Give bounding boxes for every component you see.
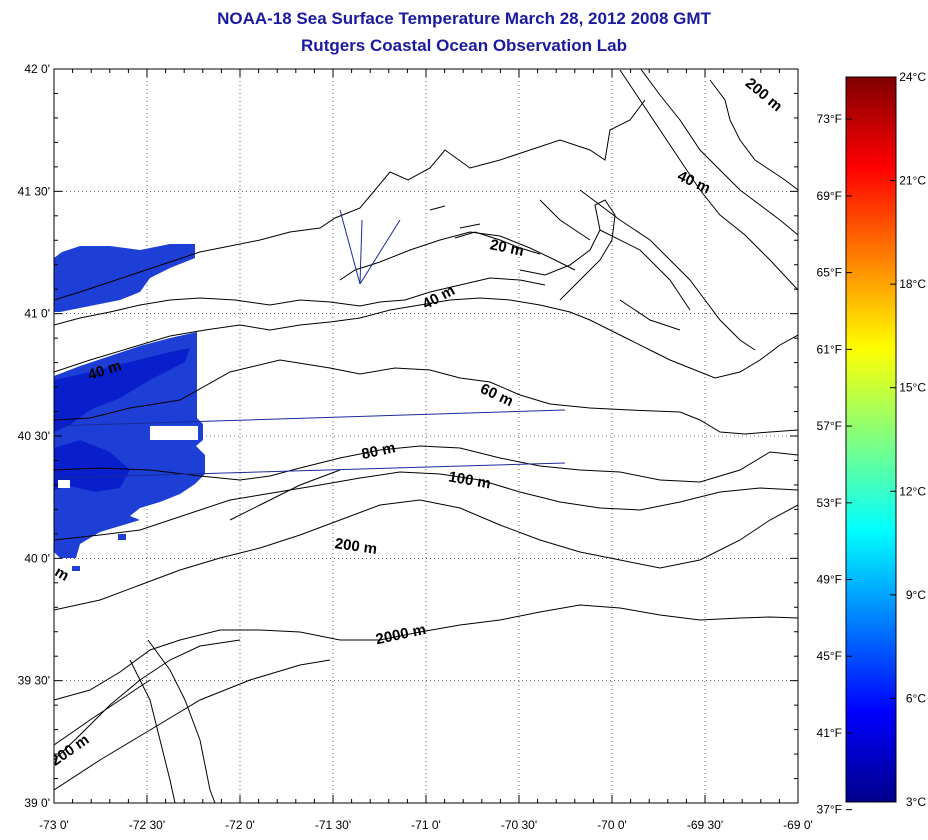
lat-tick-label: 41 30': [18, 184, 50, 198]
lon-tick-label: -71 0': [411, 818, 441, 832]
lon-tick-label: -72 30': [129, 818, 165, 832]
colorbar-label-fahrenheit: 69°F: [817, 189, 842, 203]
track-line-3: [339, 209, 361, 285]
isobath-label: 200 m: [742, 75, 786, 115]
lon-tick-label: -72 0': [225, 818, 255, 832]
bathymetry-contours: [54, 69, 798, 803]
sst-hole: [58, 480, 70, 488]
satellite-tracks: [54, 209, 566, 479]
colorbar-label-fahrenheit: 37°F: [817, 803, 842, 817]
lon-tick-label: -71 30': [315, 818, 351, 832]
sst-patch-cold-core-2: [54, 440, 130, 492]
coastline-cape-cod-arm: [709, 79, 798, 191]
colorbar-label-fahrenheit: 61°F: [817, 342, 842, 356]
isobath-canyon: [129, 639, 216, 803]
colorbar-label-celsius: 24°C: [899, 70, 926, 84]
track-line-4: [359, 219, 363, 285]
colorbar-label-celsius: 15°C: [899, 381, 926, 395]
coastline-nj: [54, 277, 546, 326]
sst-pixel: [118, 534, 126, 540]
lon-tick-label: -70 30': [501, 818, 537, 832]
colorbar-label-fahrenheit: 73°F: [817, 112, 842, 126]
colorbar-label-fahrenheit: 57°F: [817, 419, 842, 433]
isobath-label: m: [52, 563, 72, 584]
isobath-label: 80 m: [360, 439, 397, 463]
lon-tick-label: -69 0': [783, 818, 813, 832]
isobath-20m: [339, 231, 576, 281]
isobath-label: 2000 m: [374, 621, 427, 648]
colorbar-label-celsius: 3°C: [906, 795, 926, 809]
isobath-label: 60 m: [478, 380, 516, 410]
isobath-40m: [54, 297, 798, 379]
temperature-colorbar: 24°C 21°C 18°C 15°C 12°C 9°C 6°C 3°C 73°F 69°F 65°…: [817, 70, 927, 817]
isobath-label: 100 m: [447, 468, 492, 492]
coastline-islands: [429, 205, 541, 255]
sst-patch-north: [54, 244, 195, 312]
isobath-label: 40 m: [675, 167, 713, 197]
lat-tick-label: 40 0': [24, 551, 50, 565]
coastline-long-island-connecticut: [54, 99, 646, 301]
colorbar-label-fahrenheit: 53°F: [817, 496, 842, 510]
lat-tick-label: 42 0': [24, 62, 50, 76]
colorbar-gradient: [845, 76, 897, 803]
sst-patch-cold-core: [54, 348, 190, 432]
colorbar-label-celsius: 9°C: [906, 588, 926, 602]
lon-tick-label: -69 30': [687, 818, 723, 832]
colorbar-label-celsius: 18°C: [899, 277, 926, 291]
lat-tick-label: 39 0': [24, 796, 50, 810]
isobath-label: 200 m: [334, 535, 378, 558]
track-line-1: [54, 409, 566, 427]
colorbar-label-fahrenheit: 41°F: [817, 726, 842, 740]
isobath-40m-north: [619, 69, 798, 291]
map-title: NOAA-18 Sea Surface Temperature March 28…: [217, 9, 711, 28]
isobath-80m: [54, 445, 798, 483]
track-line-2: [54, 462, 566, 479]
lat-tick-label: 39 30': [18, 674, 50, 688]
isobath-label: 40 m: [420, 282, 458, 313]
coastline-cape-cod: [519, 199, 616, 301]
track-line-5: [359, 219, 401, 285]
colorbar-label-fahrenheit: 65°F: [817, 266, 842, 280]
isobath-200m: [54, 499, 798, 611]
shelf-contour-outer: [54, 469, 341, 746]
map-subtitle: Rutgers Coastal Ocean Observation Lab: [301, 36, 627, 55]
colorbar-label-celsius: 21°C: [899, 174, 926, 188]
isobath-60m: [54, 359, 798, 435]
isobath-2000m-deep: [54, 639, 331, 791]
lon-tick-label: -70 0': [597, 818, 627, 832]
isobath-100m: [54, 471, 798, 541]
colorbar-label-fahrenheit: 45°F: [817, 649, 842, 663]
sst-data-layer: [54, 244, 205, 571]
isobath-200m-ne: [640, 69, 798, 236]
lon-tick-label: -73 0': [39, 818, 69, 832]
colorbar-label-celsius: 6°C: [906, 691, 926, 705]
map-axes: 42 0' 41 30' 41 0' 40 30' 40 0' 39 30' 39 0' -7…: [18, 62, 813, 832]
isobath-label: 20 m: [488, 236, 525, 260]
colorbar-label-fahrenheit: 49°F: [817, 573, 842, 587]
sst-pixel: [72, 566, 80, 571]
lat-tick-label: 40 30': [18, 429, 50, 443]
gulf-of-maine-features: [539, 189, 756, 351]
sst-hole: [150, 426, 198, 440]
lat-tick-label: 41 0': [24, 307, 50, 321]
colorbar-label-celsius: 12°C: [899, 484, 926, 498]
isobath-2000m: [54, 604, 798, 701]
